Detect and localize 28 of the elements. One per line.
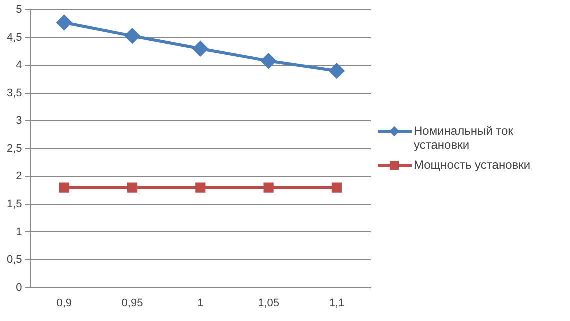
- point: [329, 64, 344, 79]
- point: [125, 28, 140, 44]
- x-tick-label: 1,1: [329, 297, 345, 310]
- y-tick-label: 3,5: [6, 87, 22, 100]
- point: [56, 15, 72, 30]
- y-tick-label: 1: [16, 226, 22, 238]
- point: [264, 182, 274, 193]
- y-tick-label: 2: [16, 170, 22, 183]
- x-tick-label: 0,9: [56, 297, 72, 310]
- point: [196, 182, 206, 193]
- legend-label: Мощность установки: [414, 158, 531, 172]
- y-tick-label: 4,5: [6, 32, 22, 44]
- y-tick-label: 2,5: [6, 142, 22, 155]
- legend-label: Номинальный ток установки: [414, 124, 514, 152]
- x-tick-label: 1: [198, 297, 204, 310]
- y-tick-label: 1,5: [6, 198, 22, 210]
- y-tick-label: 3: [16, 115, 22, 128]
- point: [261, 54, 276, 69]
- point: [193, 41, 208, 56]
- y-tick-label: 5: [16, 4, 22, 16]
- y-tick-label: 0,5: [6, 254, 22, 266]
- x-tick-label: 0,95: [122, 297, 144, 310]
- point: [59, 182, 70, 193]
- x-tick-label: 1,05: [258, 297, 280, 310]
- y-tick-label: 0: [16, 282, 22, 294]
- point: [332, 182, 342, 193]
- point: [127, 182, 138, 193]
- y-tick-label: 4: [16, 60, 22, 72]
